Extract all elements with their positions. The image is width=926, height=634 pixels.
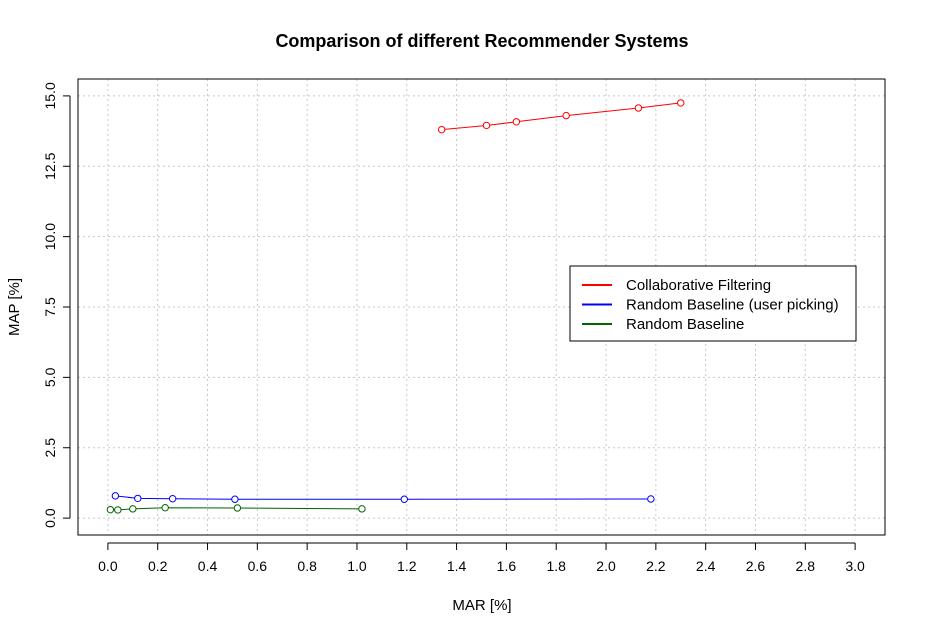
y-axis: 0.0 2.5 5.0 7.5 10.0 12.5 15.0 [42, 82, 71, 528]
data-point [106, 505, 115, 514]
x-tick-label: 0.0 [98, 558, 118, 574]
y-tick-label: 12.5 [42, 152, 58, 179]
data-point [129, 505, 137, 513]
x-tick-label: 1.6 [497, 558, 517, 574]
legend-box [569, 265, 857, 342]
data-point [677, 99, 685, 107]
y-tick-label: 2.5 [42, 438, 58, 458]
grid [78, 79, 885, 535]
series-collaborative-filtering [437, 99, 685, 134]
x-tick-label: 2.8 [796, 558, 816, 574]
x-tick-label: 1.8 [546, 558, 566, 574]
x-tick-label: 1.0 [347, 558, 367, 574]
x-tick-label: 3.0 [845, 558, 865, 574]
series-line [115, 495, 651, 500]
x-tick-label: 2.6 [746, 558, 766, 574]
series-line [441, 102, 681, 131]
data-point [233, 504, 242, 512]
data-point [562, 111, 570, 120]
y-tick-label: 5.0 [42, 367, 58, 387]
chart-title: Comparison of different Recommender Syst… [275, 31, 688, 51]
data-point [647, 495, 655, 503]
x-tick-label: 0.8 [297, 558, 317, 574]
data-point [231, 495, 239, 503]
data-point [512, 118, 521, 126]
y-tick-label: 0.0 [42, 508, 58, 528]
legend-entry: Random Baseline [626, 316, 744, 333]
x-tick-label: 1.2 [397, 558, 417, 574]
x-tick-label: 2.0 [596, 558, 616, 574]
data-point [634, 104, 643, 112]
x-tick-label: 0.2 [148, 558, 168, 574]
data-point [358, 505, 366, 513]
data-point [168, 494, 177, 503]
y-tick-label: 10.0 [42, 223, 58, 250]
x-tick-label: 2.4 [696, 558, 716, 574]
data-point [114, 506, 122, 514]
x-tick-label: 0.6 [248, 558, 268, 574]
data-point [482, 121, 491, 130]
y-tick-label: 7.5 [42, 297, 58, 317]
legend-entry: Collaborative Filtering [626, 277, 771, 294]
series-random-baseline [106, 503, 366, 514]
data-point [111, 492, 120, 500]
data-point [400, 495, 408, 503]
series-layer [106, 99, 685, 514]
x-tick-label: 2.2 [646, 558, 666, 574]
data-point [437, 125, 446, 134]
x-tick-label: 0.4 [198, 558, 218, 574]
x-axis-label: MAR [%] [452, 597, 511, 614]
x-tick-label: 1.4 [447, 558, 467, 574]
data-point [134, 494, 142, 503]
data-point [161, 503, 169, 512]
y-axis-label: MAP [%] [6, 278, 23, 336]
y-tick-label: 15.0 [42, 82, 58, 109]
series-random-baseline-user-picking [111, 492, 655, 503]
x-axis: 0.0 0.2 0.4 0.6 0.8 1.0 1.2 1.4 1.6 1.8 2.0 2.2 2.4 2… [98, 542, 865, 574]
legend-entry: Random Baseline (user picking) [626, 297, 839, 314]
legend: Collaborative Filtering Random Baseline (… [569, 265, 857, 342]
plot-frame [77, 78, 886, 536]
